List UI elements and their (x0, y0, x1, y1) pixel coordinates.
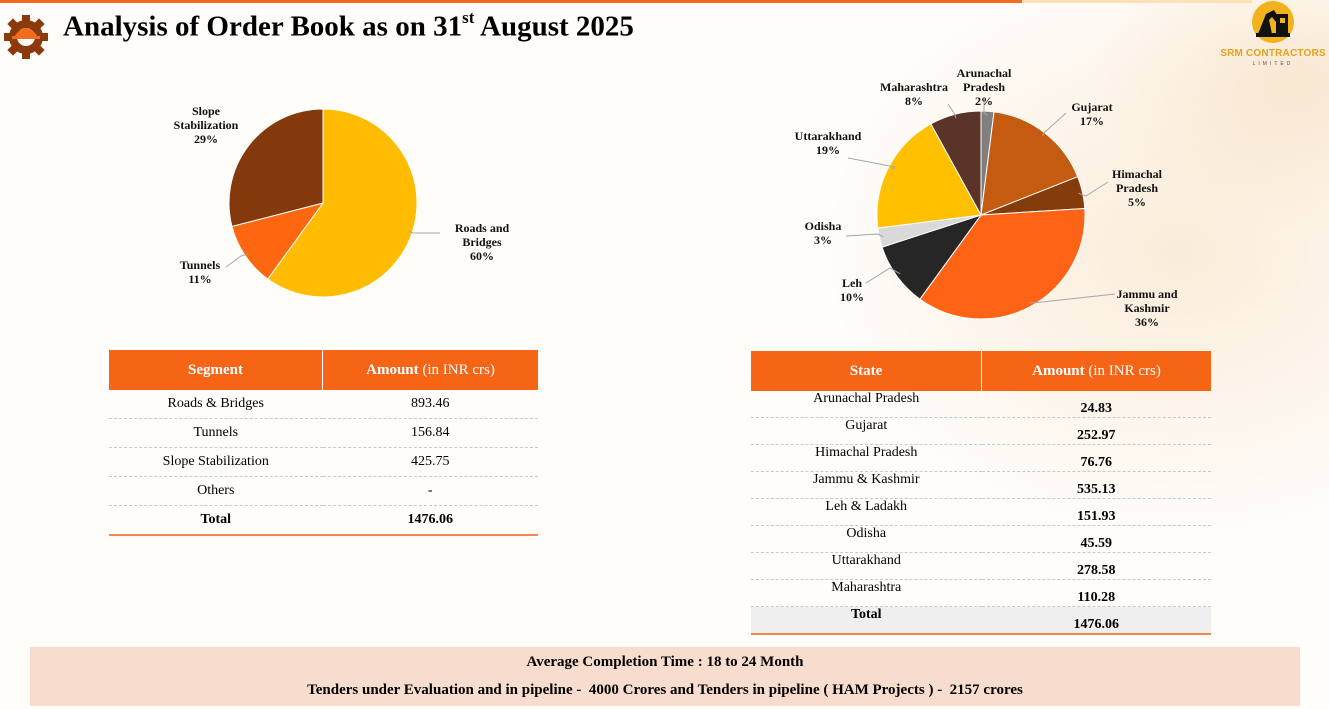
state-name: Maharashtra (751, 579, 982, 607)
state-name: Uttarakhand (751, 552, 982, 580)
table-total-row: Total 1476.06 (751, 606, 1211, 635)
top-accent-line-light (1022, 0, 1252, 3)
state-leader-line (1041, 112, 1067, 137)
state-name: Jammu & Kashmir (751, 471, 982, 499)
segment-name: Slope Stabilization (109, 447, 323, 477)
table-row: Odisha 45.59 (751, 525, 1211, 553)
segment-leader-line (408, 230, 440, 234)
state-slice (876, 123, 982, 229)
state-name: Gujarat (751, 417, 982, 445)
state-leader-line (983, 100, 988, 116)
state-amount: 110.28 (981, 579, 1211, 607)
state-amount: 535.13 (981, 471, 1211, 499)
segment-name: Others (109, 476, 323, 506)
state-data-label: Uttarakhand 19% (795, 129, 862, 157)
state-leader-line (865, 267, 901, 284)
segment-name: Tunnels (109, 418, 323, 448)
state-name: Himachal Pradesh (751, 444, 982, 472)
table-row: Jammu & Kashmir 535.13 (751, 471, 1211, 499)
state-table: State Amount (in INR crs) Arunachal Prad… (751, 351, 1211, 635)
state-data-label: Arunachal Pradesh 2% (957, 66, 1012, 108)
header-state: State (751, 351, 982, 391)
segment-slice (231, 202, 325, 280)
company-logo: SRM CONTRACTORS LIMITED (1218, 0, 1328, 70)
state-data-label: Odisha 3% (805, 219, 842, 247)
state-amount: 252.97 (981, 417, 1211, 445)
state-leader-line (845, 233, 884, 238)
segment-data-label: Slope Stabilization 29% (174, 104, 239, 146)
state-data-label: Gujarat 17% (1071, 100, 1112, 128)
state-amount: 151.93 (981, 498, 1211, 526)
table-total-row: Total 1476.06 (109, 505, 538, 536)
table-header-row: State Amount (in INR crs) (751, 351, 1211, 391)
header-amount: Amount (in INR crs) (322, 350, 538, 390)
state-slice (930, 110, 982, 216)
table-header-row: Segment Amount (in INR crs) (109, 350, 538, 390)
header-segment: Segment (109, 350, 323, 390)
top-accent-line (0, 0, 1022, 3)
page-title: Analysis of Order Book as on 31st August… (63, 8, 634, 43)
state-data-label: Jammu and Kashmir 36% (1116, 287, 1177, 329)
segment-amount: 893.46 (322, 390, 538, 419)
segment-slice (267, 108, 418, 298)
state-amount: 278.58 (981, 552, 1211, 580)
segment-amount: - (322, 476, 538, 506)
state-leader-line (847, 157, 897, 170)
table-row: Tunnels 156.84 (109, 418, 538, 448)
state-data-label: Himachal Pradesh 5% (1112, 167, 1163, 209)
gear-helmet-icon (4, 15, 48, 59)
footer-banner: Average Completion Time : 18 to 24 Month… (30, 647, 1300, 706)
tenders-note: Tenders under Evaluation and in pipeline… (307, 682, 1023, 698)
segment-data-label: Roads and Bridges 60% (455, 221, 510, 263)
logo-subtitle: LIMITED (1252, 61, 1294, 67)
logo-name: SRM CONTRACTORS (1220, 48, 1326, 59)
table-row: Gujarat 252.97 (751, 417, 1211, 445)
state-amount: 76.76 (981, 444, 1211, 472)
total-amount: 1476.06 (322, 505, 538, 536)
state-leader-line (1078, 181, 1109, 197)
segment-amount: 425.75 (322, 447, 538, 477)
segment-leader-line (225, 253, 249, 268)
state-name: Odisha (751, 525, 982, 553)
segment-name: Roads & Bridges (109, 390, 323, 419)
header-amount: Amount (in INR crs) (981, 351, 1211, 391)
total-amount: 1476.06 (981, 606, 1211, 635)
state-name: Leh & Ladakh (751, 498, 982, 526)
state-slice (919, 207, 1086, 320)
table-row: Arunachal Pradesh 24.83 (751, 391, 1211, 418)
total-label: Total (109, 505, 323, 536)
segment-slice (228, 108, 324, 227)
segment-data-label: Tunnels 11% (180, 258, 221, 286)
excavator-icon (1252, 1, 1294, 43)
table-row: Uttarakhand 278.58 (751, 552, 1211, 580)
total-label: Total (751, 606, 982, 635)
segment-table: Segment Amount (in INR crs) Roads & Brid… (109, 350, 538, 536)
table-row: Maharashtra 110.28 (751, 579, 1211, 607)
state-leader-line (1029, 293, 1116, 304)
state-data-label: Leh 10% (840, 276, 864, 304)
state-data-label: Maharashtra 8% (880, 80, 948, 108)
state-name: Arunachal Pradesh (751, 391, 982, 418)
state-amount: 45.59 (981, 525, 1211, 553)
segment-amount: 156.84 (322, 418, 538, 448)
table-row: Slope Stabilization 425.75 (109, 447, 538, 477)
table-row: Roads & Bridges 893.46 (109, 390, 538, 419)
state-amount: 24.83 (981, 391, 1211, 418)
state-leader-line (947, 103, 957, 119)
table-row: Himachal Pradesh 76.76 (751, 444, 1211, 472)
table-row: Others - (109, 476, 538, 506)
table-row: Leh & Ladakh 151.93 (751, 498, 1211, 526)
completion-time-note: Average Completion Time : 18 to 24 Month (526, 654, 804, 670)
